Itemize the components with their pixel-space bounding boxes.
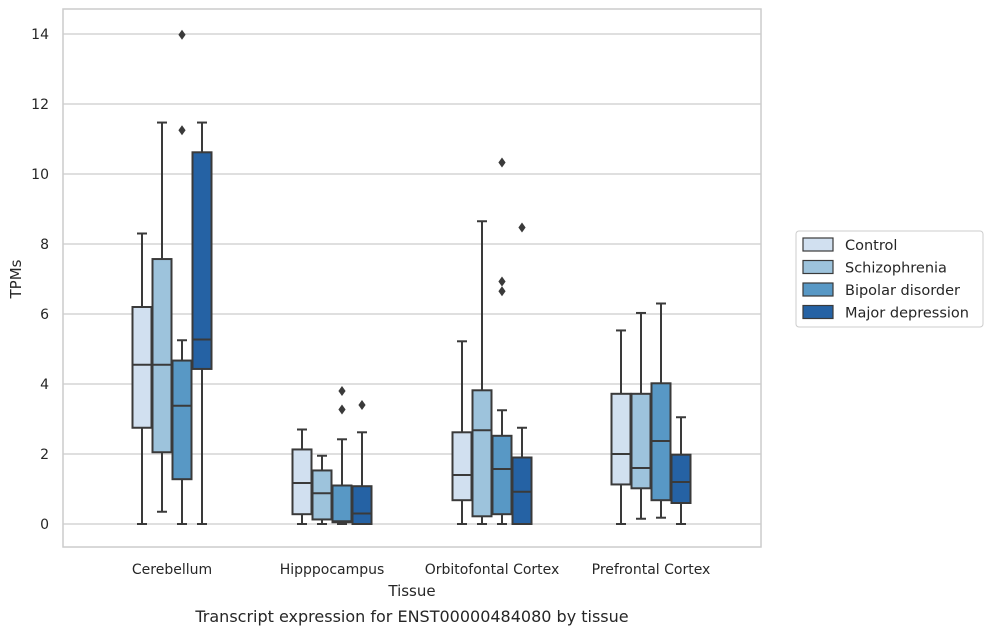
outlier-point	[358, 400, 366, 410]
legend-label: Control	[845, 238, 897, 254]
y-tick-labels: 0 2 4 6 8 10 12 14	[31, 27, 49, 533]
box-major-depression	[191, 121, 213, 525]
box-iqr	[610, 392, 632, 486]
legend-swatch	[802, 304, 834, 320]
box-bipolar-disorder	[171, 29, 193, 525]
boxes	[131, 29, 692, 526]
box-control	[451, 340, 473, 525]
outlier-point	[498, 157, 506, 168]
box-schizophrenia	[311, 454, 333, 525]
box-bipolar-disorder	[650, 302, 672, 519]
x-tick-label: Hipppocampus	[280, 562, 385, 578]
box-iqr	[131, 306, 153, 429]
box-iqr	[191, 151, 213, 370]
outlier-point	[338, 404, 346, 415]
y-tick-label: 14	[31, 27, 49, 43]
outlier-point	[498, 286, 506, 297]
box-control	[610, 329, 632, 525]
x-tick-labels: Cerebellum Hipppocampus Orbitofontal Corte…	[132, 562, 710, 578]
legend-swatch	[802, 259, 834, 275]
box-iqr	[311, 469, 333, 521]
plot-frame	[62, 8, 762, 548]
y-tick-label: 10	[31, 167, 49, 183]
x-axis-label: Tissue	[387, 582, 435, 600]
box-schizophrenia	[471, 220, 493, 525]
legend-swatch	[802, 237, 834, 252]
legend-frame	[795, 230, 984, 328]
legend-label: Major depression	[845, 306, 969, 322]
outlier-point	[178, 29, 186, 40]
y-axis-label: TPMs	[7, 259, 25, 299]
x-tick-label: Prefrontal Cortex	[592, 562, 711, 578]
box-major-depression	[670, 416, 692, 525]
y-tick-label: 6	[40, 307, 49, 323]
x-tick-label: Orbitofontal Cortex	[425, 562, 560, 578]
y-tick-label: 0	[40, 517, 49, 533]
box-iqr	[451, 431, 473, 502]
outlier-point	[338, 386, 346, 396]
box-iqr	[670, 453, 692, 505]
outlier-point	[178, 125, 186, 136]
legend-label: Schizophrenia	[845, 261, 947, 277]
y-tick-label: 2	[40, 447, 49, 463]
chart-caption: Transcript expression for ENST0000048408…	[194, 607, 628, 626]
y-tick-label: 8	[40, 237, 49, 253]
box-schizophrenia	[151, 121, 173, 513]
box-major-depression	[511, 222, 533, 525]
box-iqr	[291, 448, 313, 516]
box-bipolar-disorder	[491, 157, 513, 525]
legend-swatch	[802, 282, 834, 297]
box-schizophrenia	[630, 311, 652, 520]
box-iqr	[351, 485, 373, 526]
box-iqr	[331, 484, 353, 524]
y-tick-label: 12	[31, 97, 49, 113]
x-tick-label: Cerebellum	[132, 562, 212, 578]
legend: Control Schizophrenia Bipolar disorder Majo…	[795, 230, 984, 328]
box-iqr	[511, 456, 533, 525]
box-major-depression	[351, 400, 373, 526]
legend-label: Bipolar disorder	[845, 283, 960, 299]
outlier-point	[518, 222, 526, 233]
box-iqr	[491, 434, 513, 516]
box-control	[131, 232, 153, 525]
box-iqr	[151, 258, 173, 454]
box-iqr	[630, 392, 652, 490]
y-tick-label: 4	[40, 377, 49, 393]
box-iqr	[471, 389, 493, 518]
outlier-point	[498, 276, 506, 287]
box-iqr	[171, 359, 193, 481]
box-control	[291, 428, 313, 525]
box-bipolar-disorder	[331, 386, 353, 525]
